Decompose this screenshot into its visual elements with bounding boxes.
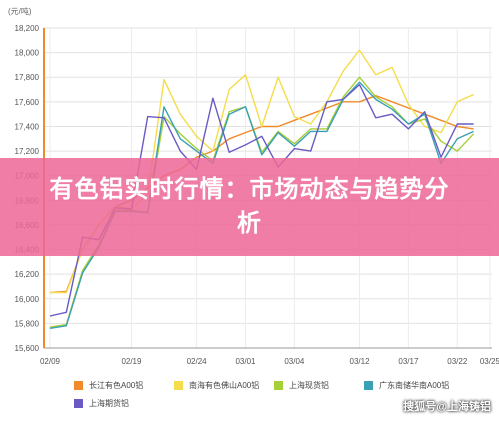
legend-label: 长江有色A00铝 [89,381,144,390]
x-tick-label: 03/12 [350,357,371,366]
y-tick-label: 18,000 [15,49,40,58]
legend-item[interactable]: 上海期货铝 [74,398,129,409]
y-axis-unit-label: (元/吨) [8,7,32,16]
legend-label: 上海期货铝 [89,399,129,408]
legend-swatch [74,381,83,390]
legend-item[interactable]: 广东南储华南A00铝 [364,380,449,391]
title-banner: 有色铝实时行情：市场动态与趋势分析 [0,158,499,256]
x-tick-label: 02/09 [40,357,61,366]
banner-title: 有色铝实时行情：市场动态与趋势分析 [49,176,450,237]
x-tick-label: 03/04 [284,357,305,366]
x-tick-label: 03/22 [447,357,468,366]
x-tick-label: 02/24 [187,357,208,366]
legend-item[interactable]: 上海现货铝 [274,380,329,391]
legend-swatch [74,399,83,408]
legend-swatch [174,381,183,390]
y-tick-label: 17,200 [15,147,40,156]
y-tick-label: 17,400 [15,122,40,131]
y-tick-label: 17,600 [15,98,40,107]
watermark: 搜狐号@上海铸铝 [403,401,491,413]
legend-label: 南海有色佛山A00铝 [189,381,260,390]
legend-label: 广东南储华南A00铝 [379,381,450,390]
x-tick-label: 03/17 [398,357,419,366]
y-tick-label: 18,200 [15,24,40,33]
x-tick-label: 03/25 [480,357,499,366]
legend-item[interactable]: 南海有色佛山A00铝 [174,380,259,391]
legend-swatch [364,381,373,390]
y-tick-label: 16,200 [15,270,40,279]
y-tick-label: 15,600 [15,344,40,353]
y-tick-label: 17,800 [15,73,40,82]
y-tick-label: 15,800 [15,319,40,328]
legend-item[interactable]: 长江有色A00铝 [74,380,143,391]
x-tick-label: 03/01 [235,357,256,366]
legend-label: 上海现货铝 [289,381,329,390]
y-tick-label: 16,000 [15,295,40,304]
x-tick-label: 02/19 [121,357,142,366]
chart-legend: 长江有色A00铝 南海有色佛山A00铝 上海现货铝 广东南储华南A00铝上海期货铝 [74,380,494,416]
legend-swatch [274,381,283,390]
